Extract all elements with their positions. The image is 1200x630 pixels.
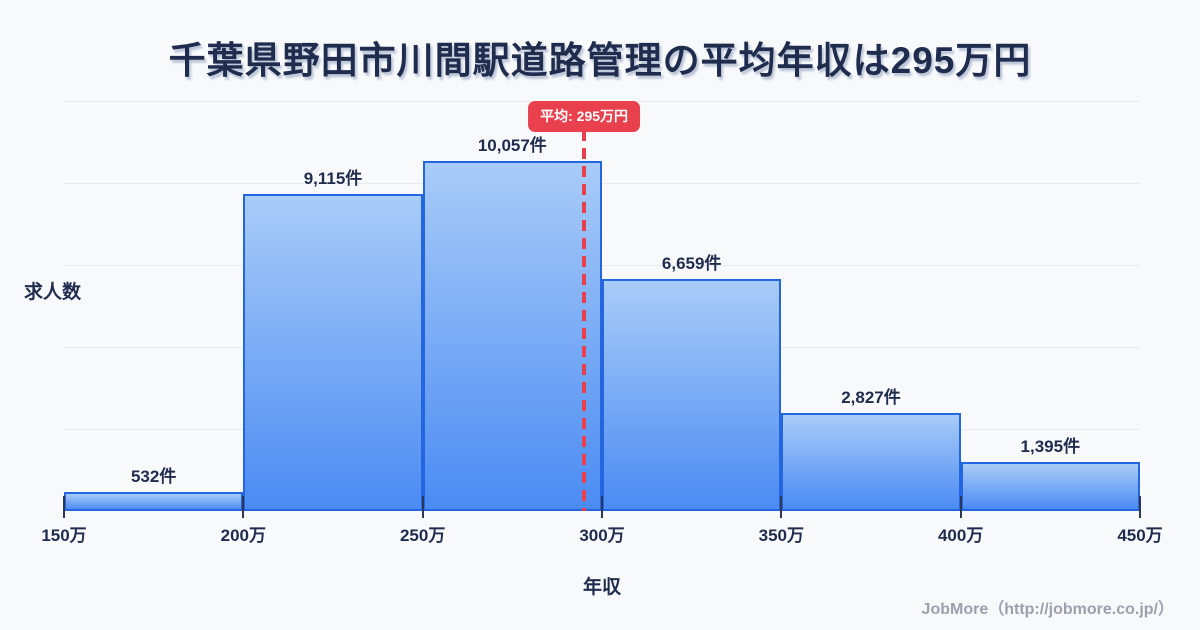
bar-value-label: 6,659件 — [661, 254, 722, 273]
x-axis-tick — [1139, 496, 1141, 518]
gridline — [64, 265, 1140, 266]
bar-value-label: 1,395件 — [1020, 437, 1081, 456]
bar-value-label: 10,057件 — [477, 136, 547, 155]
histogram-bar — [243, 194, 423, 511]
x-axis-title: 年収 — [582, 577, 621, 598]
x-axis-tick — [421, 496, 424, 518]
x-tick-label: 150万 — [41, 526, 87, 545]
histogram-bar — [781, 413, 961, 511]
gridline — [64, 183, 1140, 184]
bar-value-label: 9,115件 — [303, 169, 363, 188]
bar-value-label: 2,827件 — [841, 388, 901, 407]
histogram-bar — [960, 462, 1140, 511]
x-tick-label: 350万 — [758, 526, 805, 545]
x-tick-label: 300万 — [579, 526, 625, 545]
x-tick-label: 200万 — [220, 526, 267, 545]
chart-title: 千葉県野田市川間駅道路管理の平均年収は295万円 — [168, 40, 1032, 81]
x-axis-tick — [242, 496, 245, 518]
x-axis-tick — [959, 496, 962, 518]
histogram-bar — [422, 161, 602, 511]
y-axis-title: 求人数 — [24, 282, 82, 303]
bar-value-label: 532件 — [130, 467, 177, 486]
footer-credit: JobMore（http://jobmore.co.jp/） — [921, 601, 1174, 618]
average-marker-line — [582, 130, 587, 511]
x-tick-label: 400万 — [937, 526, 984, 545]
x-tick-label: 250万 — [399, 526, 446, 545]
x-axis-tick — [780, 496, 783, 518]
x-axis-tick — [63, 496, 65, 518]
average-badge: 平均: 295万円 — [528, 101, 641, 132]
histogram-bar — [64, 492, 244, 511]
histogram-bar — [602, 279, 782, 511]
x-tick-label: 450万 — [1117, 526, 1163, 545]
x-axis-tick — [601, 496, 603, 518]
